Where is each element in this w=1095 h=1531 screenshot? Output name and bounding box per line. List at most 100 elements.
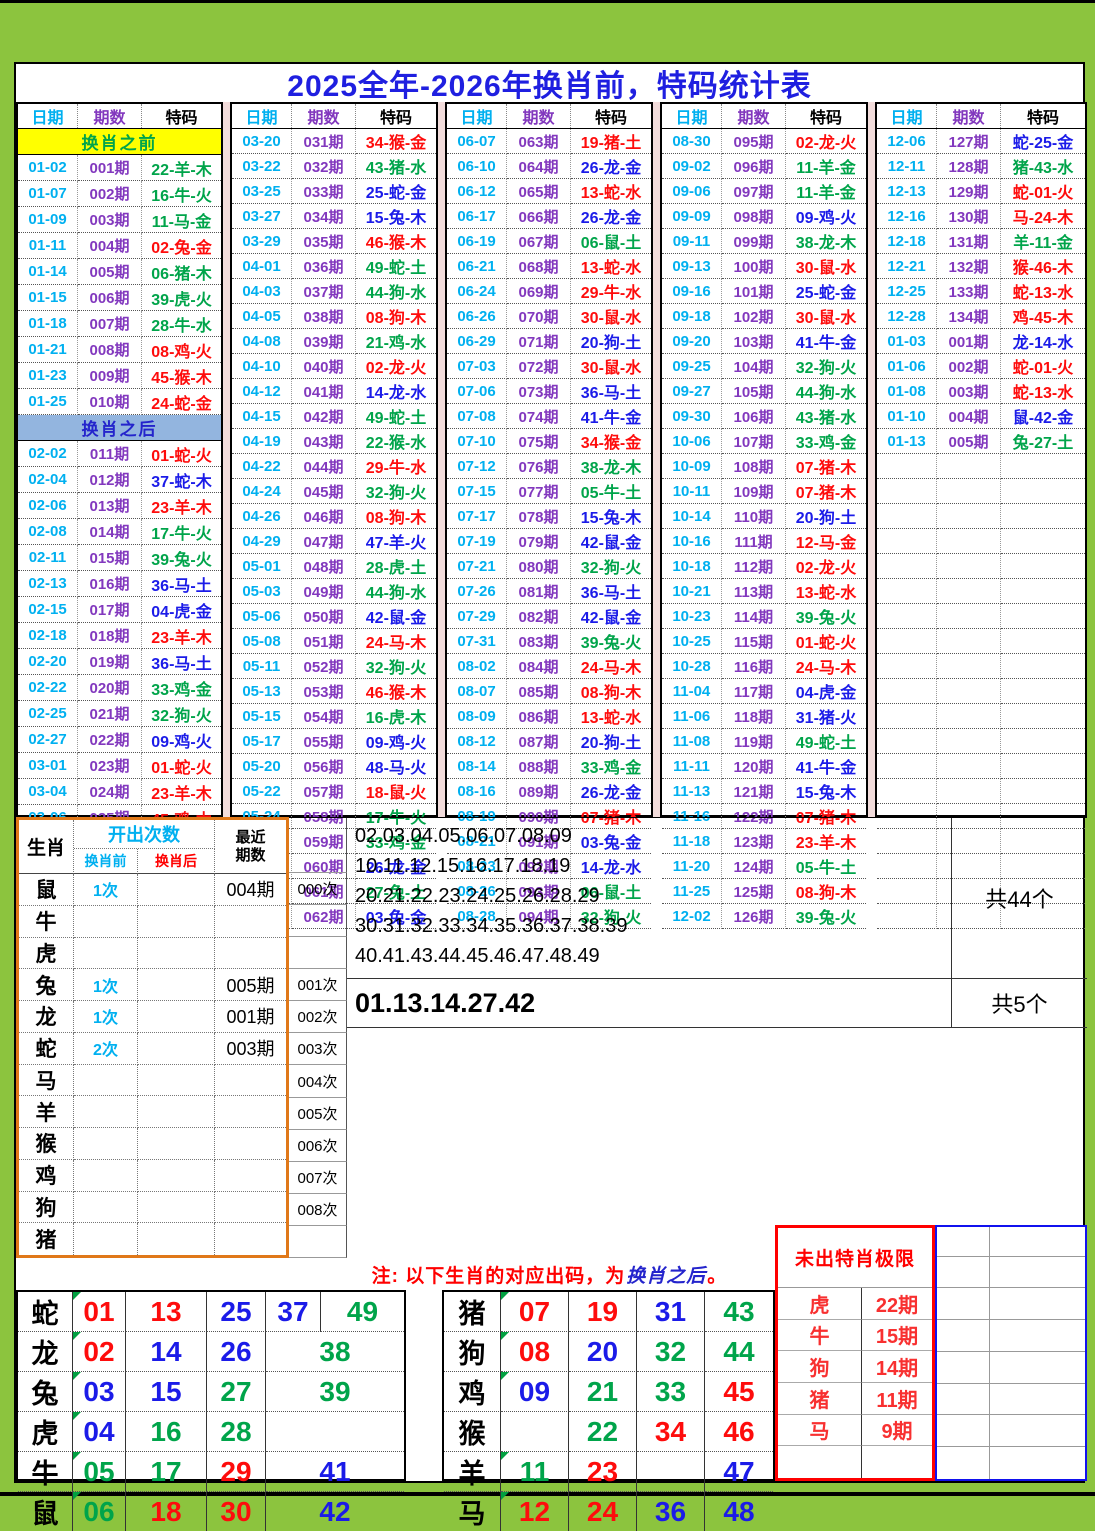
- count-number-line: 40.41.43.44.45.46.47.48.49: [355, 945, 600, 967]
- special-code-cell: 05-牛-土: [786, 854, 866, 879]
- date-cell: 12-11: [877, 154, 937, 179]
- special-code-cell: 34-猴-金: [356, 129, 436, 154]
- special-code-cell: 41-牛-金: [571, 404, 651, 429]
- empty-cell: [937, 904, 1001, 929]
- map-number-cell: 43: [705, 1292, 773, 1332]
- special-code-cell: 26-龙-金: [356, 854, 436, 879]
- date-cell: 08-09: [447, 704, 507, 729]
- count-total-000: 共44个: [951, 818, 1087, 978]
- footnote: 注: 以下生肖的对应出码，为 换肖之后。: [16, 1258, 1083, 1290]
- special-code-cell: 蛇-01-火: [1001, 354, 1085, 379]
- date-cell: 06-12: [447, 179, 507, 204]
- map-number-cell: 06: [73, 1492, 126, 1531]
- empty-cell: [937, 804, 1001, 829]
- count-frequency-label: [289, 1225, 347, 1258]
- date-cell: 02-15: [18, 597, 78, 623]
- special-code-cell: 30-鼠-水: [571, 304, 651, 329]
- date-cell: 04-24: [232, 479, 292, 504]
- date-cell: 07-31: [447, 629, 507, 654]
- special-code-cell: 24-马-木: [356, 629, 436, 654]
- special-code-cell: 15-兔-木: [786, 779, 866, 804]
- period-cell: 015期: [78, 545, 142, 571]
- special-code-cell: 30-鼠-水: [786, 254, 866, 279]
- limit-period-cell: 11期: [862, 1383, 932, 1415]
- period-cell: 126期: [722, 904, 786, 929]
- empty-cell: [937, 454, 1001, 479]
- map-number-cell: 18: [126, 1492, 207, 1531]
- date-cell: 02-02: [18, 441, 78, 467]
- count-frequency-label: 007次: [289, 1161, 347, 1194]
- special-code-cell: 24-蛇-金: [142, 389, 221, 415]
- stats-after-count-cell: [138, 874, 215, 906]
- period-cell: 056期: [292, 754, 356, 779]
- special-code-cell: 42-鼠-金: [571, 604, 651, 629]
- date-cell: 04-05: [232, 304, 292, 329]
- special-code-cell: 41-牛-金: [786, 754, 866, 779]
- period-cell: 040期: [292, 354, 356, 379]
- map-number-cell: 02: [73, 1332, 126, 1372]
- period-cell: 073期: [507, 379, 571, 404]
- date-cell: 10-06: [662, 429, 722, 454]
- special-code-cell: 33-鸡-金: [571, 754, 651, 779]
- special-code-cell: 46-猴-木: [356, 679, 436, 704]
- period-cell: 062期: [292, 904, 356, 929]
- period-cell: 023期: [78, 753, 142, 779]
- map-number-cell: 24: [569, 1492, 637, 1531]
- stats-recent-period-cell: 001期: [215, 1001, 286, 1033]
- date-cell: 07-29: [447, 604, 507, 629]
- main-table-region: 日期 期数 特码 换肖之前 01-02 001期 22-羊-木 01-07 002期 16-牛-火…: [16, 102, 1087, 961]
- special-code-cell: 蛇-25-金: [1001, 129, 1085, 154]
- period-cell: 057期: [292, 779, 356, 804]
- map-number-cell: 09: [501, 1372, 569, 1412]
- period-cell: 010期: [78, 389, 142, 415]
- empty-cell: [1001, 904, 1085, 929]
- date-cell: 12-13: [877, 179, 937, 204]
- sheet-panel: 2025全年-2026年换肖前，特码统计表 日期 期数 特码 换肖之前 01-02 001…: [14, 62, 1087, 1531]
- count-frequency-label: [289, 937, 347, 970]
- column-header: 日期: [662, 104, 722, 128]
- special-code-cell: 17-牛-火: [142, 519, 221, 545]
- empty-cell: [1001, 754, 1085, 779]
- special-code-cell: 18-鼠-火: [356, 779, 436, 804]
- special-code-cell: 16-虎-木: [356, 704, 436, 729]
- date-cell: 04-15: [232, 404, 292, 429]
- empty-cell: [877, 804, 937, 829]
- date-cell: 10-16: [662, 529, 722, 554]
- map-number-cell: 14: [126, 1332, 207, 1372]
- special-code-cell: 06-鼠-土: [571, 879, 651, 904]
- map-number-cell: 47: [705, 1452, 773, 1492]
- stats-zodiac-cell: 狗: [19, 1191, 74, 1224]
- period-cell: 011期: [78, 441, 142, 467]
- limit-zodiac-cell: [778, 1446, 862, 1478]
- empty-cell: [877, 504, 937, 529]
- empty-grid-cell: [937, 1257, 990, 1288]
- main-table-group: 日期 期数 特码 12-06 127期 蛇-25-金 12-11 128期 猪-43-水 12-1…: [875, 102, 1087, 929]
- period-cell: 134期: [937, 304, 1001, 329]
- special-code-cell: 08-狗-木: [571, 679, 651, 704]
- special-code-cell: 36-马-土: [142, 571, 221, 597]
- date-cell: 03-27: [232, 204, 292, 229]
- empty-cell: [937, 679, 1001, 704]
- empty-cell: [1001, 729, 1085, 754]
- date-cell: 01-14: [18, 259, 78, 285]
- date-cell: 11-16: [662, 804, 722, 829]
- period-cell: 096期: [722, 154, 786, 179]
- unreleased-zodiac-limit-box: 未出特肖极限 虎 22期牛 15期狗 14期猪 11期马 9期: [775, 1225, 935, 1481]
- empty-cell: [937, 629, 1001, 654]
- column-header: 期数: [78, 104, 142, 128]
- special-code-cell: 41-牛-金: [786, 329, 866, 354]
- period-cell: 035期: [292, 229, 356, 254]
- stats-zodiac-cell: 虎: [19, 937, 74, 970]
- stats-recent-period-cell: [215, 938, 286, 970]
- period-cell: 037期: [292, 279, 356, 304]
- special-code-cell: 38-龙-木: [786, 229, 866, 254]
- special-code-cell: 11-马-金: [142, 207, 221, 233]
- main-table-body: 06-07 063期 19-猪-土 06-10 064期 26-龙-金 06-12 065期 1…: [447, 129, 651, 929]
- count-frequency-label: 006次: [289, 1129, 347, 1162]
- date-cell: 07-08: [447, 404, 507, 429]
- period-cell: 127期: [937, 129, 1001, 154]
- sheet-inner: 2025全年-2026年换肖前，特码统计表 日期 期数 特码 换肖之前 01-02 001…: [16, 64, 1087, 1531]
- count-frequency-label: 001次: [289, 969, 347, 1002]
- count-content-area: 02.03.04.05.06.07.08.09 10.11.12.15.16.17…: [347, 817, 1087, 1258]
- date-cell: 04-22: [232, 454, 292, 479]
